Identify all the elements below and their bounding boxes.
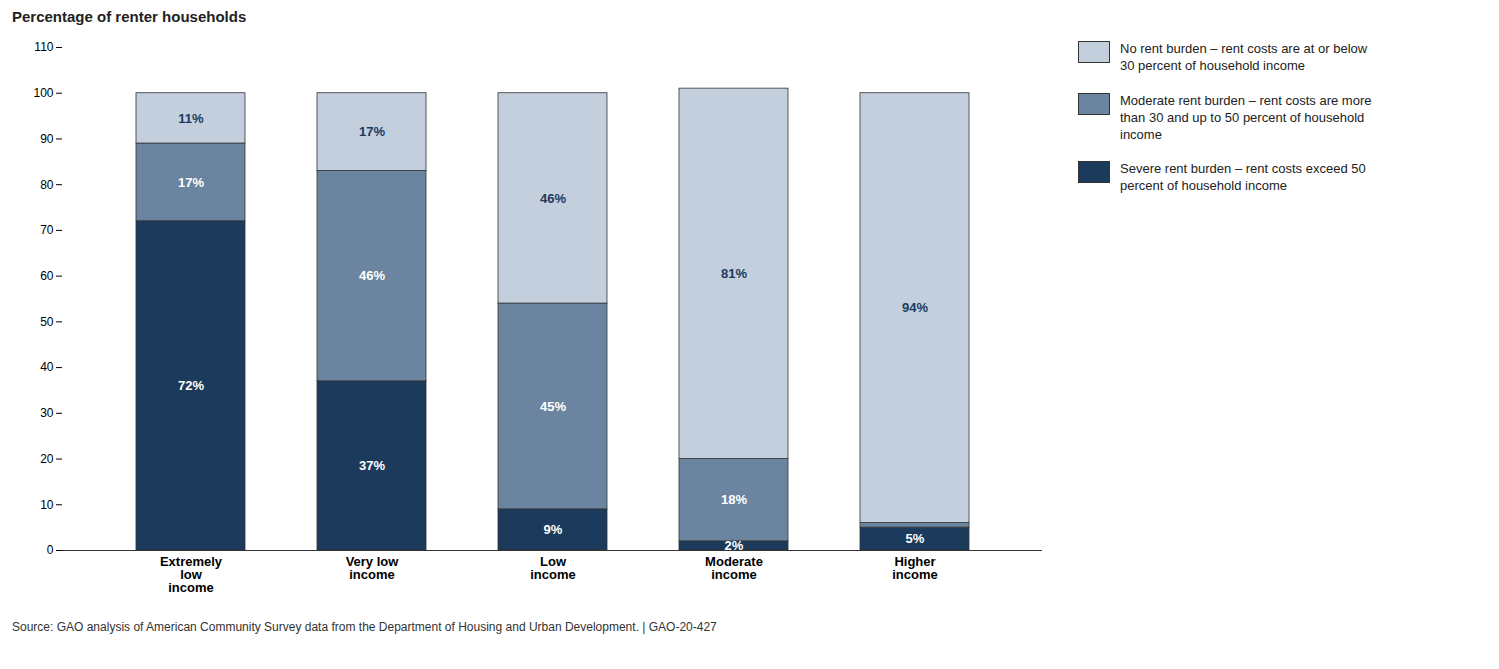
svg-text:20: 20 <box>40 452 54 466</box>
svg-text:90: 90 <box>40 132 54 146</box>
svg-text:10: 10 <box>40 498 54 512</box>
html-text:Moderate rent burden – rent co: Moderate rent burden – rent costs are mo… <box>1120 92 1372 142</box>
svg-text:17%: 17% <box>178 175 204 190</box>
html-text:Source: GAO analysis of Americ: Source: GAO analysis of American Communi… <box>12 620 717 634</box>
svg-text:Lowincome: Lowincome <box>530 554 576 582</box>
svg-text:50: 50 <box>40 315 54 329</box>
svg-text:70: 70 <box>40 223 54 237</box>
html-text:No rent burden – rent costs ar: No rent burden – rent costs are at or be… <box>1120 41 1368 73</box>
html-text:Percentage of renter household: Percentage of renter households <box>12 8 247 25</box>
svg-text:18%: 18% <box>721 492 747 507</box>
svg-text:2%: 2% <box>725 538 744 553</box>
svg-text:9%: 9% <box>544 522 563 537</box>
svg-text:Extremelylowincome: Extremelylowincome <box>160 554 223 595</box>
svg-text:17%: 17% <box>359 124 385 139</box>
html-text:Severe rent burden – rent cost: Severe rent burden – rent costs exceed 5… <box>1120 161 1366 194</box>
svg-text:37%: 37% <box>359 458 385 473</box>
svg-text:0: 0 <box>47 543 54 557</box>
svg-text:81%: 81% <box>721 266 747 281</box>
svg-text:46%: 46% <box>540 191 566 206</box>
svg-text:30: 30 <box>40 406 54 420</box>
svg-text:Moderateincome: Moderateincome <box>705 554 763 582</box>
svg-text:Higherincome: Higherincome <box>892 554 938 582</box>
svg-text:40: 40 <box>40 360 54 374</box>
svg-text:80: 80 <box>40 178 54 192</box>
svg-text:45%: 45% <box>540 399 566 414</box>
svg-text:94%: 94% <box>902 300 928 315</box>
svg-text:46%: 46% <box>359 268 385 283</box>
svg-text:11%: 11% <box>178 111 204 126</box>
svg-text:Very lowincome: Very lowincome <box>346 554 400 582</box>
svg-text:5%: 5% <box>906 531 925 546</box>
svg-text:60: 60 <box>40 269 54 283</box>
svg-text:72%: 72% <box>178 378 204 393</box>
svg-text:100: 100 <box>33 86 53 100</box>
svg-text:110: 110 <box>34 40 53 54</box>
